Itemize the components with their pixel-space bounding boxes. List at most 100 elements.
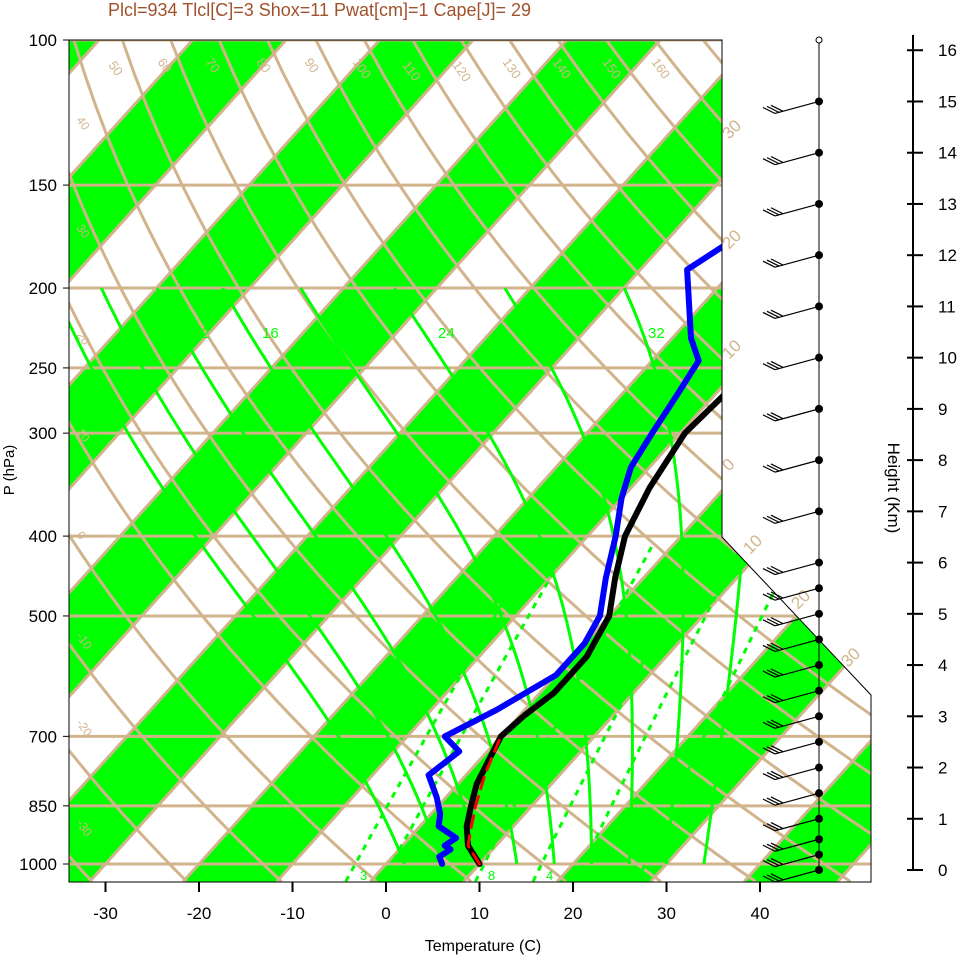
- wind-barb-shaft: [775, 101, 819, 113]
- p-tick-label: 850: [29, 797, 57, 816]
- wind-barb-flag: [763, 159, 775, 165]
- wind-barb-flag: [771, 797, 783, 803]
- mixing-ratio-label: 24: [438, 325, 455, 342]
- mixing-ratio-label: 16: [262, 325, 279, 342]
- adiabat-label: 40: [74, 114, 93, 133]
- wind-barb-flag: [763, 466, 775, 472]
- isotherm-label: 0: [718, 455, 738, 475]
- height-tick-label: 12: [938, 246, 957, 265]
- p-tick-label: 1000: [19, 855, 57, 874]
- wind-barb-flag: [771, 361, 783, 367]
- height-tick-label: 8: [938, 451, 947, 470]
- wind-top-marker: [816, 37, 822, 43]
- wind-barb-flag: [771, 413, 783, 419]
- wind-barb-flag: [767, 311, 779, 317]
- height-tick-label: 0: [938, 861, 947, 880]
- height-tick-label: 9: [938, 400, 947, 419]
- p-tick-label: 400: [29, 527, 57, 546]
- height-tick-label: 15: [938, 92, 957, 111]
- wind-barb-flag: [767, 363, 779, 369]
- wind-barb-flag: [767, 158, 779, 164]
- wind-barb-flag: [763, 799, 775, 805]
- mixing-ratio-bottom-label: 8: [488, 868, 495, 883]
- height-axis-label: Height (Km): [884, 443, 903, 534]
- wind-barb-flag: [771, 259, 783, 265]
- x-tick-label: 10: [470, 904, 489, 923]
- wind-barb-flag: [763, 620, 775, 626]
- height-tick-label: 1: [938, 810, 947, 829]
- isotherm-label: 10: [739, 531, 766, 558]
- wind-barb-flag: [771, 157, 783, 163]
- wind-barb-flag: [763, 774, 775, 780]
- x-axis-label: Temperature (C): [425, 938, 541, 955]
- wind-barb-shaft: [775, 306, 819, 318]
- wind-barb-flag: [763, 569, 775, 575]
- skew-label: 90: [302, 55, 323, 75]
- skew-label: 50: [106, 58, 127, 78]
- wind-barb-flag: [763, 364, 775, 370]
- isotherm-line: [838, 0, 961, 881]
- mixing-ratio-bottom-label: 4: [546, 868, 553, 883]
- wind-barb-flag: [771, 566, 783, 572]
- wind-barb-flag: [767, 260, 779, 266]
- wind-barb-flag: [771, 618, 783, 624]
- x-tick-label: 0: [381, 904, 390, 923]
- wind-barb-flag: [763, 210, 775, 216]
- height-tick-label: 6: [938, 554, 947, 573]
- wind-barb-flag: [771, 105, 783, 111]
- wind-barb-shaft: [775, 358, 819, 370]
- wind-barb-flag: [767, 567, 779, 573]
- x-tick-label: 30: [657, 904, 676, 923]
- x-tick-label: -30: [93, 904, 118, 923]
- wind-barb-shaft: [775, 563, 819, 575]
- wind-barb-flag: [771, 208, 783, 214]
- x-tick-label: -20: [187, 904, 212, 923]
- chart-title: Plcl=934 Tlcl[C]=3 Shox=11 Pwat[cm]=1 Ca…: [108, 0, 531, 21]
- x-tick-label: 20: [564, 904, 583, 923]
- height-tick-label: 11: [938, 297, 956, 316]
- wind-barb-shaft: [775, 742, 819, 754]
- isotherm-band: [931, 0, 961, 881]
- wind-barb-shaft: [775, 511, 819, 523]
- wind-barb-flag: [771, 464, 783, 470]
- p-tick-label: 250: [29, 359, 57, 378]
- height-tick-label: 13: [938, 195, 957, 214]
- wind-barb-flag: [767, 619, 779, 625]
- adiabat-label: 0: [74, 529, 89, 543]
- wind-barb-shaft: [775, 255, 819, 267]
- wind-barb-flag: [763, 312, 775, 318]
- isotherm-line: [931, 0, 961, 881]
- wind-barb-flag: [771, 310, 783, 316]
- wind-barb-flag: [767, 516, 779, 522]
- p-tick-label: 100: [29, 31, 57, 50]
- height-tick-label: 4: [938, 656, 947, 675]
- wind-barb-shaft: [775, 153, 819, 165]
- wind-barb-flag: [763, 415, 775, 421]
- height-tick-label: 10: [938, 349, 957, 368]
- x-tick-label: -10: [280, 904, 305, 923]
- height-tick-label: 3: [938, 707, 947, 726]
- mixing-ratio-bottom-label: 3: [360, 868, 367, 883]
- height-tick-label: 5: [938, 605, 947, 624]
- p-tick-label: 300: [29, 424, 57, 443]
- wind-barb-flag: [771, 515, 783, 521]
- wind-barb-shaft: [775, 409, 819, 421]
- wind-barb-flag: [767, 209, 779, 215]
- wind-barb-flag: [763, 517, 775, 523]
- wind-barb-flag: [767, 798, 779, 804]
- p-tick-label: 150: [29, 176, 57, 195]
- height-tick-label: 2: [938, 759, 947, 778]
- wind-barb-flag: [767, 772, 779, 778]
- wind-barb-flag: [763, 107, 775, 113]
- wind-barb-flag: [767, 465, 779, 471]
- dry-adiabat: [800, 40, 961, 882]
- height-tick-label: 16: [938, 41, 957, 60]
- wind-barb-flag: [767, 106, 779, 112]
- wind-barb-flag: [771, 746, 783, 752]
- mixing-ratio-label: 32: [648, 325, 665, 342]
- mixing-ratio-label: 12: [193, 325, 210, 342]
- wind-barb-flag: [767, 414, 779, 420]
- wind-barb-shaft: [775, 793, 819, 805]
